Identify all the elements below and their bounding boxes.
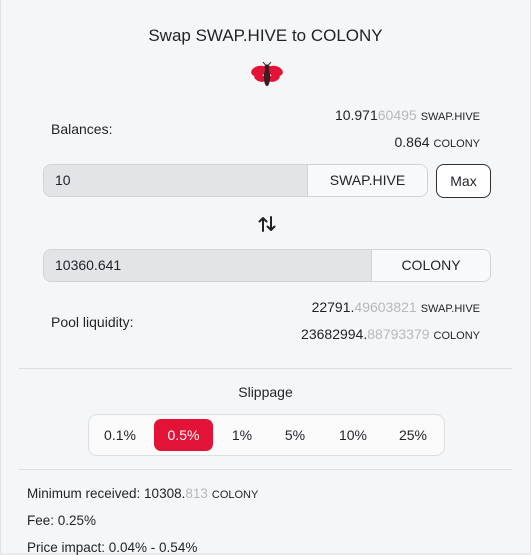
balance-swap-hive-int: 10.971 bbox=[334, 107, 378, 123]
balance-colony-int: 0.864 bbox=[394, 134, 430, 150]
balance-swap-hive: 10.97160495 SWAP.HIVE bbox=[335, 107, 480, 123]
divider bbox=[19, 469, 512, 470]
input-amount-field[interactable]: 10 bbox=[44, 165, 309, 196]
pool-swap-hive-dec: 49603821 bbox=[354, 299, 417, 315]
hive-bee-logo-icon bbox=[251, 62, 283, 86]
price-impact-text: Price impact: 0.04% - 0.54% bbox=[27, 540, 198, 555]
slippage-option-0-5[interactable]: 0.5% bbox=[154, 419, 213, 451]
balance-swap-hive-dec: 60495 bbox=[377, 107, 417, 123]
divider bbox=[19, 368, 512, 369]
fee-text: Fee: 0.25% bbox=[27, 513, 97, 528]
slippage-title: Slippage bbox=[238, 384, 293, 400]
output-amount-group: 10360.641 COLONY bbox=[43, 249, 491, 282]
pool-swap-hive-unit: SWAP.HIVE bbox=[420, 303, 480, 315]
pool-colony-int: 23682994. bbox=[301, 326, 368, 342]
swap-arrows-icon[interactable] bbox=[257, 214, 277, 234]
max-button[interactable]: Max bbox=[436, 164, 491, 198]
input-token-button[interactable]: SWAP.HIVE bbox=[307, 165, 427, 196]
minimum-received-dec: 813 bbox=[185, 486, 208, 501]
pool-liquidity-label: Pool liquidity: bbox=[51, 314, 134, 330]
minimum-received-label: Minimum received: bbox=[27, 486, 141, 501]
pool-colony-dec: 88793379 bbox=[367, 326, 430, 342]
input-amount-group: 10 SWAP.HIVE bbox=[43, 164, 428, 197]
page-title: Swap SWAP.HIVE to COLONY bbox=[148, 26, 383, 45]
output-amount-field: 10360.641 bbox=[44, 250, 373, 281]
minimum-received-unit: COLONY bbox=[211, 489, 259, 501]
pool-colony: 23682994.88793379 COLONY bbox=[301, 326, 480, 342]
balance-colony-unit: COLONY bbox=[433, 138, 480, 150]
slippage-option-10[interactable]: 10% bbox=[338, 427, 368, 443]
pool-swap-hive-int: 22791. bbox=[311, 299, 355, 315]
slippage-option-1[interactable]: 1% bbox=[231, 427, 253, 443]
slippage-option-25[interactable]: 25% bbox=[398, 427, 428, 443]
slippage-option-0-1[interactable]: 0.1% bbox=[104, 427, 136, 443]
output-token-button[interactable]: COLONY bbox=[371, 250, 490, 281]
slippage-option-5[interactable]: 5% bbox=[284, 427, 306, 443]
minimum-received: Minimum received: 10308.813 COLONY bbox=[27, 486, 258, 501]
slippage-options: 0.1% 0.5% 1% 5% 10% 25% bbox=[88, 414, 445, 456]
pool-colony-unit: COLONY bbox=[433, 330, 480, 342]
balances-label: Balances: bbox=[51, 121, 113, 137]
minimum-received-int: 10308. bbox=[144, 486, 186, 501]
balance-colony: 0.864 COLONY bbox=[394, 134, 480, 150]
pool-swap-hive: 22791.49603821 SWAP.HIVE bbox=[312, 299, 480, 315]
balance-swap-hive-unit: SWAP.HIVE bbox=[420, 111, 480, 123]
